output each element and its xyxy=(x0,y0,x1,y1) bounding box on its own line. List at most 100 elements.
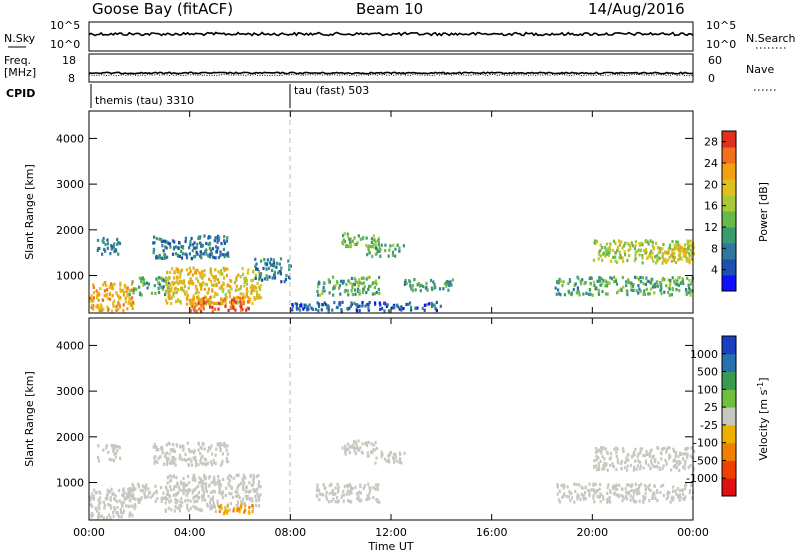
echo-cell xyxy=(684,452,687,456)
echo-cell xyxy=(180,249,183,253)
echo-cell xyxy=(212,501,215,505)
echo-cell xyxy=(651,456,654,460)
echo-cell xyxy=(109,252,112,256)
echo-cell xyxy=(193,488,196,492)
echo-cell xyxy=(627,483,630,487)
echo-cell xyxy=(373,238,376,242)
echo-cell xyxy=(219,269,223,273)
echo-cell xyxy=(409,305,413,309)
echo-cell xyxy=(317,285,320,289)
echo-cell xyxy=(92,304,95,308)
echo-cell xyxy=(243,284,246,288)
echo-cell xyxy=(609,463,612,467)
echo-cell xyxy=(169,294,172,298)
echo-cell xyxy=(199,459,202,463)
echo-cell xyxy=(663,257,666,261)
echo-cell xyxy=(190,305,193,309)
echo-cell xyxy=(215,447,218,451)
echo-cell xyxy=(672,247,675,251)
echo-cell xyxy=(435,300,438,305)
echo-cell xyxy=(177,246,180,250)
echo-cell xyxy=(258,272,261,276)
echo-cell xyxy=(306,308,309,312)
echo-cell xyxy=(154,499,157,503)
echo-cell xyxy=(641,276,644,280)
echo-cell xyxy=(673,243,676,247)
echo-cell xyxy=(164,245,167,249)
echo-cell xyxy=(220,504,223,508)
colorbar-tick-label: -100 xyxy=(693,437,718,450)
echo-cell xyxy=(90,511,94,516)
echo-cell xyxy=(122,511,125,515)
echo-cell xyxy=(150,291,154,295)
echo-cell xyxy=(237,473,240,477)
echo-cell xyxy=(192,456,195,460)
echo-cell xyxy=(196,242,199,246)
echo-cell xyxy=(217,246,220,250)
echo-cell xyxy=(623,250,626,254)
echo-cell xyxy=(633,450,636,454)
echo-cell xyxy=(118,499,121,503)
echo-cell xyxy=(98,246,101,250)
echo-cell xyxy=(627,248,630,252)
echo-cell xyxy=(212,255,215,259)
echo-cell xyxy=(214,256,217,260)
echo-cell xyxy=(594,239,597,243)
echo-cell xyxy=(675,240,678,244)
echo-cell xyxy=(349,304,352,308)
echo-cell xyxy=(425,281,428,286)
echo-cell xyxy=(647,487,651,491)
echo-cell xyxy=(337,499,340,503)
echo-cell xyxy=(677,495,680,499)
echo-cell xyxy=(647,279,650,283)
echo-cell xyxy=(619,256,623,260)
echo-cell xyxy=(635,467,638,471)
echo-cell xyxy=(570,496,574,500)
echo-cell xyxy=(690,446,693,450)
echo-cell xyxy=(218,484,221,488)
echo-cell xyxy=(634,244,637,248)
echo-cell xyxy=(674,260,677,265)
echo-cell xyxy=(200,461,203,465)
echo-cell xyxy=(663,278,666,282)
echo-cell xyxy=(112,301,115,305)
echo-cell xyxy=(273,270,276,274)
echo-cell xyxy=(645,250,648,254)
echo-cell xyxy=(351,293,354,297)
echo-cell xyxy=(322,281,325,285)
echo-cell xyxy=(200,298,204,302)
echo-cell xyxy=(426,288,429,292)
echo-cell xyxy=(154,455,157,459)
echo-cell xyxy=(659,490,662,495)
echo-cell xyxy=(239,308,243,313)
echo-cell xyxy=(341,446,344,450)
echo-cell xyxy=(345,243,348,247)
echo-cell xyxy=(320,493,323,497)
echo-cell xyxy=(328,491,331,496)
echo-cell xyxy=(245,290,248,294)
echo-cell xyxy=(97,298,100,302)
echo-cell xyxy=(609,242,612,246)
echo-cell xyxy=(678,248,682,253)
echo-cell xyxy=(175,501,178,505)
echo-cell xyxy=(160,238,163,242)
echo-cell xyxy=(689,454,692,458)
echo-cell xyxy=(116,237,119,241)
echo-cell xyxy=(611,462,614,466)
echo-cell xyxy=(252,476,255,481)
echo-cell xyxy=(140,280,143,284)
echo-cell xyxy=(348,237,351,241)
echo-cell xyxy=(223,441,226,445)
echo-cell xyxy=(687,258,690,262)
echo-cell xyxy=(250,497,253,501)
echo-cell xyxy=(243,482,246,486)
echo-cell xyxy=(239,506,242,510)
echo-cell xyxy=(227,283,230,287)
colorbar-swatch xyxy=(722,227,736,244)
echo-cell xyxy=(100,514,104,518)
echo-cell xyxy=(173,449,176,453)
echo-cell xyxy=(222,299,225,303)
echo-cell xyxy=(176,275,179,279)
echo-cell xyxy=(134,504,137,509)
echo-cell xyxy=(316,483,319,487)
